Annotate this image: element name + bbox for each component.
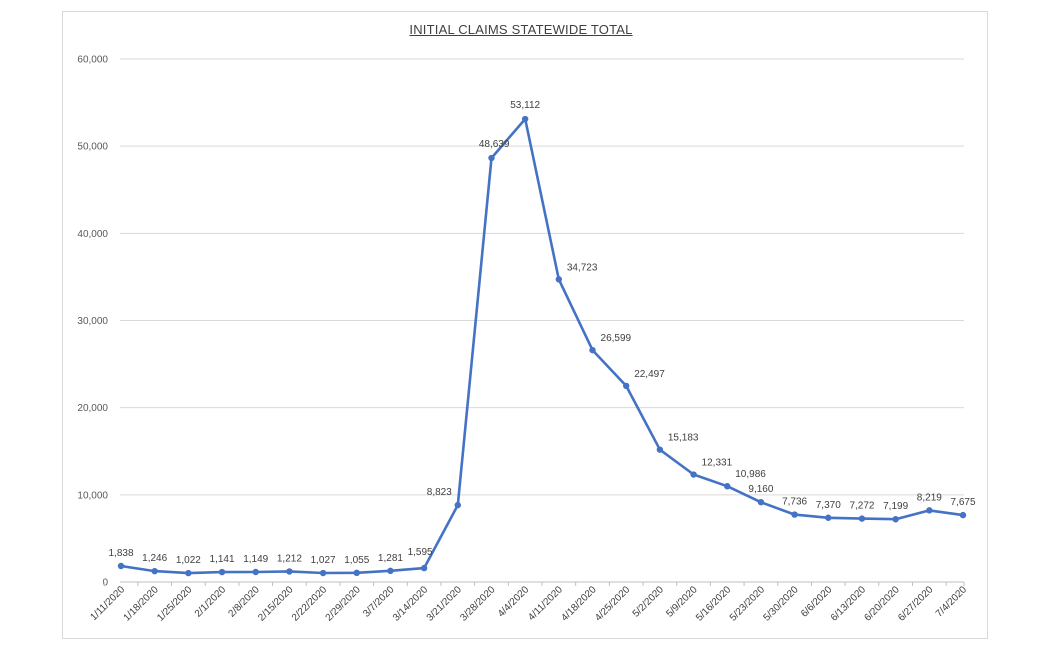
data-point	[825, 514, 832, 521]
data-point	[623, 382, 630, 390]
x-tick-label: 4/18/2020	[559, 584, 599, 624]
data-point	[791, 511, 798, 518]
data-labels: 1,838 1,246 1,022 1,141 1,149 1,212 1,027 1,055…	[108, 100, 975, 566]
y-tick-label: 30,000	[77, 316, 108, 327]
gridlines	[120, 58, 964, 496]
data-point	[521, 115, 529, 123]
data-label: 34,723	[567, 262, 598, 273]
data-point	[319, 569, 327, 577]
x-tick-label: 3/14/2020	[391, 584, 431, 624]
y-tick-label: 60,000	[77, 55, 108, 66]
data-point	[353, 569, 360, 577]
data-point	[892, 516, 899, 523]
x-tick-label: 7/4/2020	[934, 584, 970, 620]
data-point	[252, 568, 259, 576]
data-label: 1,595	[408, 547, 433, 558]
chart-area	[62, 11, 988, 639]
data-label: 1,838	[108, 548, 133, 559]
data-label: 9,160	[748, 484, 773, 495]
data-label: 48,639	[479, 139, 510, 150]
data-label: 10,986	[735, 469, 766, 480]
y-tick-label: 40,000	[77, 229, 108, 240]
y-tick-label: 50,000	[77, 142, 108, 153]
y-tick-label: 20,000	[77, 403, 108, 414]
data-point	[858, 515, 866, 522]
data-point	[690, 471, 697, 478]
data-point	[286, 568, 293, 575]
data-label: 1,281	[378, 553, 403, 564]
data-point	[589, 346, 596, 354]
data-points	[117, 115, 967, 577]
x-tick-label: 5/2/2020	[631, 584, 667, 620]
axes: 0 10,000 20,000 30,000 40,000 50,000 60,000 1/1…	[77, 55, 969, 624]
x-tick-label: 1/25/2020	[155, 584, 195, 624]
data-point	[926, 507, 933, 514]
x-tick-label: 1/18/2020	[122, 584, 162, 624]
x-tick-label: 5/16/2020	[694, 584, 734, 624]
x-tick-label: 3/28/2020	[458, 584, 498, 624]
x-tick-label: 6/20/2020	[863, 584, 903, 624]
data-label: 15,183	[668, 433, 699, 444]
data-label: 53,112	[510, 100, 540, 111]
data-point	[488, 154, 495, 162]
data-label: 8,219	[917, 492, 942, 503]
data-label: 1,022	[176, 555, 201, 566]
data-point	[387, 567, 394, 575]
data-label: 12,331	[702, 458, 733, 469]
x-tick-label: 2/15/2020	[256, 584, 296, 624]
x-tick-label: 5/23/2020	[728, 584, 768, 624]
data-label: 8,823	[427, 487, 452, 498]
series-line	[120, 117, 964, 575]
data-point	[218, 568, 226, 576]
data-label: 7,199	[883, 501, 908, 512]
data-point	[117, 562, 125, 570]
series-line-layer	[120, 117, 964, 575]
data-label: 1,149	[243, 554, 268, 565]
data-label: 26,599	[601, 333, 632, 344]
y-tick-label: 0	[102, 578, 108, 589]
x-tick-label: 6/27/2020	[896, 584, 936, 624]
y-tick-label: 10,000	[77, 490, 108, 501]
data-point	[185, 569, 192, 577]
data-label: 7,736	[782, 497, 807, 508]
data-label: 7,370	[816, 500, 841, 511]
data-point	[656, 446, 664, 453]
data-label: 1,141	[210, 554, 235, 565]
x-tick-label: 3/21/2020	[425, 584, 465, 624]
data-label: 7,675	[950, 497, 975, 508]
x-tick-label: 4/25/2020	[593, 584, 633, 624]
x-tick-label: 2/1/2020	[193, 584, 229, 620]
data-label: 1,055	[344, 555, 369, 566]
data-label: 1,212	[277, 553, 302, 564]
data-point	[959, 511, 967, 519]
data-label: 7,272	[849, 501, 874, 512]
data-point	[420, 564, 428, 572]
data-label: 1,246	[142, 553, 167, 564]
x-tick-label: 2/29/2020	[324, 584, 364, 624]
data-label: 22,497	[634, 369, 665, 380]
data-point	[555, 276, 563, 283]
data-point	[151, 567, 158, 575]
data-point	[724, 483, 731, 490]
data-label: 1,027	[311, 555, 336, 566]
x-tick-label: 2/22/2020	[290, 584, 330, 624]
data-point	[454, 501, 461, 509]
data-point	[757, 498, 765, 506]
x-tick-label: 6/13/2020	[829, 584, 869, 624]
x-tick-label: 5/30/2020	[761, 584, 801, 624]
chart-title: INITIAL CLAIMS STATEWIDE TOTAL	[409, 22, 633, 37]
